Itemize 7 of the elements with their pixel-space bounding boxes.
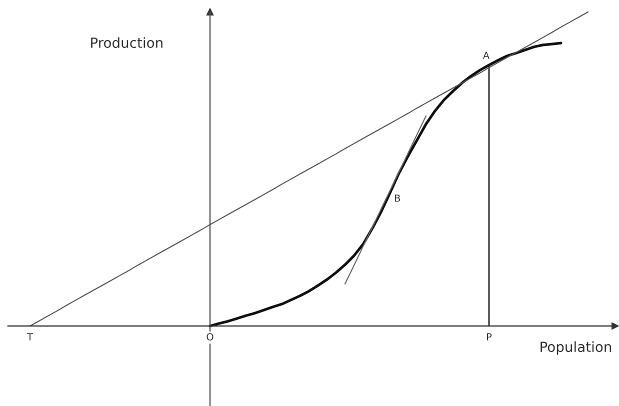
x-tick-label: P — [487, 333, 492, 340]
x-axis-title: Population — [540, 341, 612, 355]
annotation: B — [394, 194, 400, 202]
x-tick-label: O — [206, 333, 214, 340]
annotation: A — [482, 52, 490, 59]
y-axis-title: Production — [91, 37, 162, 48]
x-tick-label: T — [27, 333, 33, 340]
